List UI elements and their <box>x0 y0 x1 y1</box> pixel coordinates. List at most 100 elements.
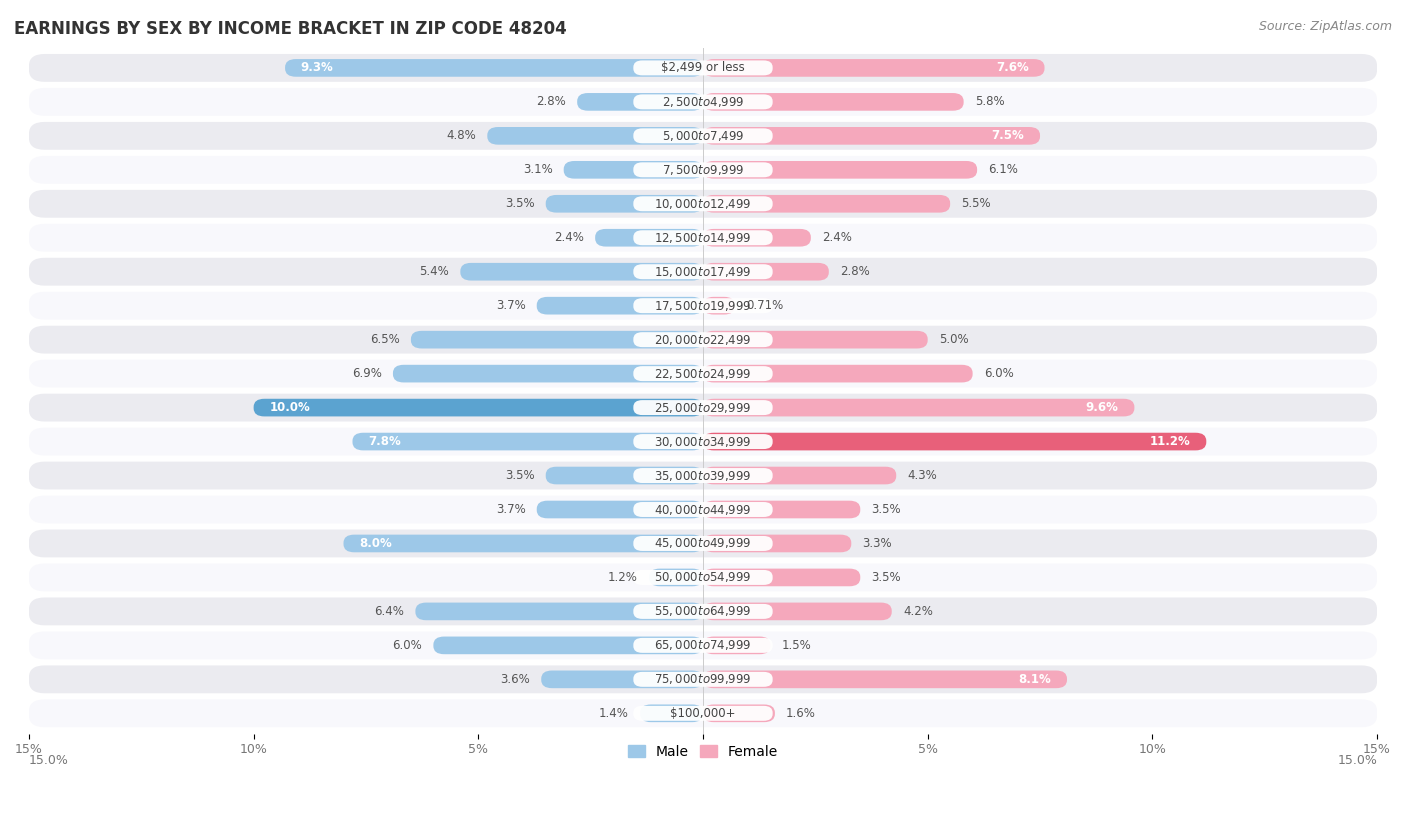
Text: $50,000 to $54,999: $50,000 to $54,999 <box>654 571 752 585</box>
FancyBboxPatch shape <box>703 467 896 485</box>
FancyBboxPatch shape <box>541 671 703 688</box>
FancyBboxPatch shape <box>633 604 773 619</box>
Text: $2,499 or less: $2,499 or less <box>661 62 745 75</box>
FancyBboxPatch shape <box>392 365 703 382</box>
FancyBboxPatch shape <box>703 59 1045 76</box>
Text: 3.3%: 3.3% <box>862 537 893 550</box>
Text: 4.3%: 4.3% <box>907 469 938 482</box>
FancyBboxPatch shape <box>703 195 950 213</box>
Text: $10,000 to $12,499: $10,000 to $12,499 <box>654 197 752 211</box>
Text: 7.5%: 7.5% <box>991 129 1025 142</box>
FancyBboxPatch shape <box>633 400 773 415</box>
FancyBboxPatch shape <box>285 59 703 76</box>
FancyBboxPatch shape <box>703 297 735 315</box>
FancyBboxPatch shape <box>30 122 1376 150</box>
FancyBboxPatch shape <box>633 570 773 585</box>
FancyBboxPatch shape <box>564 161 703 179</box>
FancyBboxPatch shape <box>253 398 703 416</box>
FancyBboxPatch shape <box>703 433 1206 450</box>
FancyBboxPatch shape <box>30 190 1376 218</box>
Text: $40,000 to $44,999: $40,000 to $44,999 <box>654 502 752 516</box>
Text: 3.5%: 3.5% <box>505 469 534 482</box>
FancyBboxPatch shape <box>633 163 773 177</box>
FancyBboxPatch shape <box>343 535 703 552</box>
Text: $35,000 to $39,999: $35,000 to $39,999 <box>654 468 752 483</box>
FancyBboxPatch shape <box>433 637 703 654</box>
FancyBboxPatch shape <box>30 428 1376 455</box>
FancyBboxPatch shape <box>537 297 703 315</box>
Text: $55,000 to $64,999: $55,000 to $64,999 <box>654 604 752 619</box>
FancyBboxPatch shape <box>703 161 977 179</box>
Text: 1.2%: 1.2% <box>607 571 638 584</box>
FancyBboxPatch shape <box>633 298 773 313</box>
FancyBboxPatch shape <box>595 229 703 246</box>
Text: 6.4%: 6.4% <box>374 605 404 618</box>
FancyBboxPatch shape <box>633 94 773 109</box>
Text: 1.5%: 1.5% <box>782 639 811 652</box>
FancyBboxPatch shape <box>578 93 703 111</box>
Text: 1.4%: 1.4% <box>599 706 628 720</box>
Text: $12,500 to $14,999: $12,500 to $14,999 <box>654 231 752 245</box>
Text: $30,000 to $34,999: $30,000 to $34,999 <box>654 435 752 449</box>
FancyBboxPatch shape <box>460 263 703 280</box>
FancyBboxPatch shape <box>30 359 1376 388</box>
FancyBboxPatch shape <box>30 224 1376 252</box>
FancyBboxPatch shape <box>633 196 773 211</box>
Text: 6.1%: 6.1% <box>988 163 1018 176</box>
FancyBboxPatch shape <box>30 563 1376 591</box>
FancyBboxPatch shape <box>633 264 773 279</box>
Text: 10.0%: 10.0% <box>270 401 311 414</box>
FancyBboxPatch shape <box>30 529 1376 558</box>
FancyBboxPatch shape <box>30 54 1376 82</box>
FancyBboxPatch shape <box>703 127 1040 145</box>
Text: 2.8%: 2.8% <box>839 265 870 278</box>
FancyBboxPatch shape <box>633 502 773 517</box>
Text: 0.71%: 0.71% <box>747 299 783 312</box>
Text: 2.4%: 2.4% <box>823 231 852 244</box>
Legend: Male, Female: Male, Female <box>623 739 783 764</box>
FancyBboxPatch shape <box>703 637 770 654</box>
FancyBboxPatch shape <box>703 398 1135 416</box>
FancyBboxPatch shape <box>30 665 1376 693</box>
Text: 5.4%: 5.4% <box>419 265 449 278</box>
FancyBboxPatch shape <box>703 229 811 246</box>
Text: $15,000 to $17,499: $15,000 to $17,499 <box>654 265 752 279</box>
FancyBboxPatch shape <box>703 93 963 111</box>
Text: 3.6%: 3.6% <box>501 673 530 686</box>
Text: 5.0%: 5.0% <box>939 333 969 346</box>
FancyBboxPatch shape <box>633 468 773 483</box>
FancyBboxPatch shape <box>546 195 703 213</box>
Text: $45,000 to $49,999: $45,000 to $49,999 <box>654 537 752 550</box>
Text: $65,000 to $74,999: $65,000 to $74,999 <box>654 638 752 652</box>
FancyBboxPatch shape <box>30 326 1376 354</box>
Text: 3.5%: 3.5% <box>872 503 901 516</box>
FancyBboxPatch shape <box>703 705 775 722</box>
Text: 3.7%: 3.7% <box>496 299 526 312</box>
Text: 11.2%: 11.2% <box>1150 435 1191 448</box>
Text: 4.2%: 4.2% <box>903 605 932 618</box>
Text: 15.0%: 15.0% <box>30 754 69 767</box>
FancyBboxPatch shape <box>633 638 773 653</box>
FancyBboxPatch shape <box>650 568 703 586</box>
Text: $22,500 to $24,999: $22,500 to $24,999 <box>654 367 752 380</box>
FancyBboxPatch shape <box>633 333 773 347</box>
FancyBboxPatch shape <box>633 434 773 449</box>
FancyBboxPatch shape <box>703 602 891 620</box>
FancyBboxPatch shape <box>30 632 1376 659</box>
Text: 2.4%: 2.4% <box>554 231 583 244</box>
Text: 4.8%: 4.8% <box>446 129 477 142</box>
FancyBboxPatch shape <box>30 88 1376 115</box>
FancyBboxPatch shape <box>703 535 851 552</box>
FancyBboxPatch shape <box>488 127 703 145</box>
FancyBboxPatch shape <box>633 706 773 721</box>
Text: EARNINGS BY SEX BY INCOME BRACKET IN ZIP CODE 48204: EARNINGS BY SEX BY INCOME BRACKET IN ZIP… <box>14 20 567 38</box>
FancyBboxPatch shape <box>633 536 773 551</box>
Text: 6.0%: 6.0% <box>392 639 422 652</box>
FancyBboxPatch shape <box>703 671 1067 688</box>
Text: 8.1%: 8.1% <box>1018 673 1052 686</box>
FancyBboxPatch shape <box>633 672 773 687</box>
Text: 7.6%: 7.6% <box>995 62 1029 75</box>
Text: 9.3%: 9.3% <box>301 62 333 75</box>
Text: $7,500 to $9,999: $7,500 to $9,999 <box>662 163 744 176</box>
Text: 3.1%: 3.1% <box>523 163 553 176</box>
